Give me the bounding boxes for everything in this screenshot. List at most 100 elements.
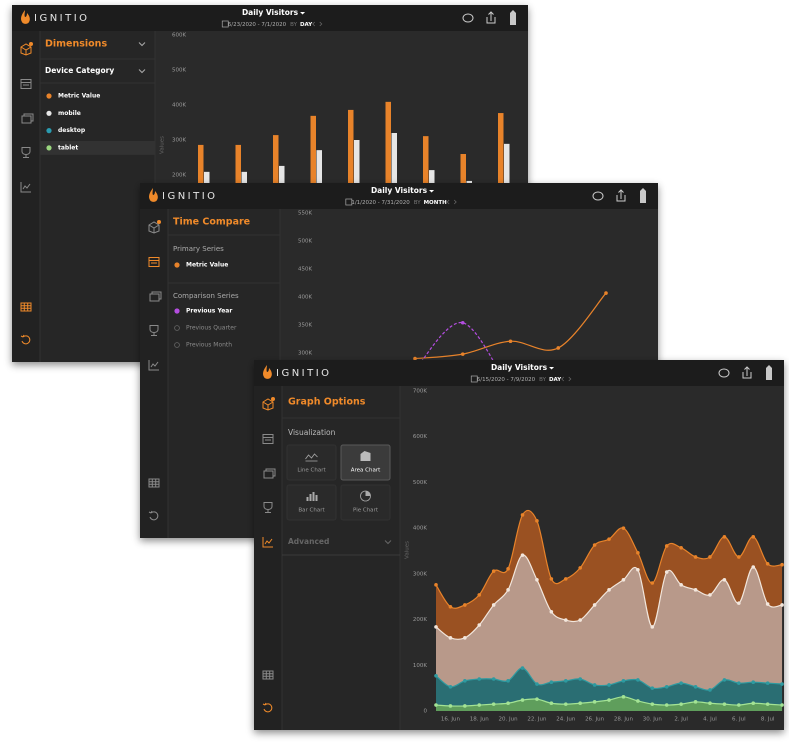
data-point	[434, 674, 438, 678]
logo-flame	[21, 10, 30, 24]
share-icon[interactable]	[486, 11, 496, 24]
x-tick-label: 8. Jul	[761, 717, 775, 723]
chart-type-button[interactable]	[286, 484, 337, 521]
data-point	[636, 678, 640, 682]
legend-label[interactable]: Metric Value	[58, 93, 100, 100]
option-label[interactable]: Previous Year	[186, 308, 232, 315]
chart-type-button[interactable]	[286, 444, 337, 481]
date-range[interactable]: 6/15/2020 - 7/9/2020	[477, 377, 536, 383]
data-point	[592, 543, 597, 547]
icon-line-chart	[148, 360, 159, 371]
by-label: BY	[290, 22, 297, 28]
report-title[interactable]: Daily Visitors	[242, 8, 299, 17]
data-point	[621, 679, 626, 683]
data-point	[508, 339, 513, 344]
legend-swatch	[46, 93, 52, 99]
icon-grid	[262, 670, 274, 680]
section-label: Primary Series	[173, 245, 224, 253]
option-label[interactable]: Previous Month	[186, 342, 232, 349]
prev-arrow[interactable]	[446, 199, 450, 205]
x-tick-label: 26. Jun	[585, 717, 605, 723]
icon-cube	[148, 221, 160, 234]
data-point	[563, 577, 568, 581]
icon-badge	[29, 42, 33, 46]
interval[interactable]: MONTH	[424, 200, 448, 206]
chart-type-button[interactable]	[340, 444, 391, 481]
share-icon[interactable]	[616, 189, 626, 202]
y-tick-label: 0	[424, 709, 428, 715]
x-tick-label: 16. Jun	[441, 717, 461, 723]
chart-type-label[interactable]: Line Chart	[297, 468, 326, 474]
comment-icon[interactable]	[592, 191, 604, 201]
bar	[498, 113, 504, 245]
y-tick-label: 500K	[172, 68, 186, 74]
icon-cube	[262, 398, 274, 411]
icon-grid	[20, 302, 32, 312]
icon-trophy	[21, 147, 31, 158]
data-point	[693, 700, 698, 704]
x-tick-label: 2. Jul	[674, 717, 688, 723]
data-point	[463, 603, 467, 607]
report-title[interactable]: Daily Visitors	[371, 186, 428, 195]
prev-arrow[interactable]	[561, 376, 565, 382]
calendar-icon	[470, 375, 478, 383]
comment-icon[interactable]	[718, 368, 730, 378]
prev-arrow[interactable]	[312, 21, 316, 27]
option-radio[interactable]	[174, 325, 180, 331]
data-point	[737, 703, 741, 707]
data-point	[722, 578, 727, 582]
share-icon[interactable]	[742, 366, 752, 379]
comment-icon[interactable]	[462, 13, 474, 23]
date-line: 1/1/2020 - 7/31/2020 BY MONTH	[351, 200, 447, 206]
data-point	[607, 588, 611, 592]
data-point	[765, 702, 770, 706]
data-point	[780, 703, 784, 707]
date-range[interactable]: 6/23/2020 - 7/1/2020	[228, 22, 287, 28]
legend-label[interactable]: tablet	[58, 144, 78, 151]
data-point	[448, 684, 453, 689]
icon-layers-back	[23, 113, 34, 122]
next-arrow[interactable]	[453, 199, 457, 205]
legend-label[interactable]: mobile	[58, 110, 81, 117]
next-arrow[interactable]	[319, 21, 323, 27]
y-tick-label: 700K	[413, 389, 427, 395]
chevron	[384, 540, 392, 545]
date-range[interactable]: 1/1/2020 - 7/31/2020	[351, 200, 410, 206]
legend-label[interactable]: desktop	[58, 127, 86, 134]
x-tick-label: 24. Jun	[556, 717, 576, 723]
chart-type-label[interactable]: Pie Chart	[353, 508, 379, 514]
report-title[interactable]: Daily Visitors	[491, 363, 548, 372]
interval[interactable]: DAY	[549, 377, 562, 383]
data-point	[549, 577, 554, 581]
icon-cube	[20, 43, 32, 56]
series-label[interactable]: Metric Value	[186, 262, 228, 269]
panel	[40, 31, 155, 362]
icon-calendar-lines	[21, 82, 31, 86]
data-point	[751, 680, 756, 684]
next-arrow[interactable]	[568, 376, 572, 382]
option-label[interactable]: Previous Quarter	[186, 325, 237, 332]
logo-text: IGNITIO	[276, 368, 332, 379]
data-point	[592, 683, 597, 687]
data-point	[578, 566, 582, 570]
icon-calendar	[148, 257, 160, 267]
data-point	[693, 684, 698, 689]
option-radio[interactable]	[174, 342, 180, 348]
data-point	[434, 625, 438, 629]
title-caret	[549, 367, 555, 370]
data-point	[708, 555, 712, 559]
icon-badge	[271, 397, 275, 401]
chart-type-button[interactable]	[340, 484, 391, 521]
interval[interactable]: DAY	[300, 22, 313, 28]
data-point	[607, 683, 611, 687]
data-point	[448, 704, 453, 708]
date-line: 6/23/2020 - 7/1/2020 BY DAY	[228, 22, 314, 28]
option-selected	[174, 308, 180, 314]
series-area	[436, 554, 783, 691]
icon-layers-back	[151, 291, 162, 300]
chart-type-label[interactable]: Bar Chart	[298, 508, 325, 514]
chart-type-label[interactable]: Area Chart	[351, 468, 381, 474]
advanced-label[interactable]: Advanced	[288, 537, 329, 546]
sidebar	[12, 31, 40, 362]
icon-layers	[263, 470, 274, 479]
